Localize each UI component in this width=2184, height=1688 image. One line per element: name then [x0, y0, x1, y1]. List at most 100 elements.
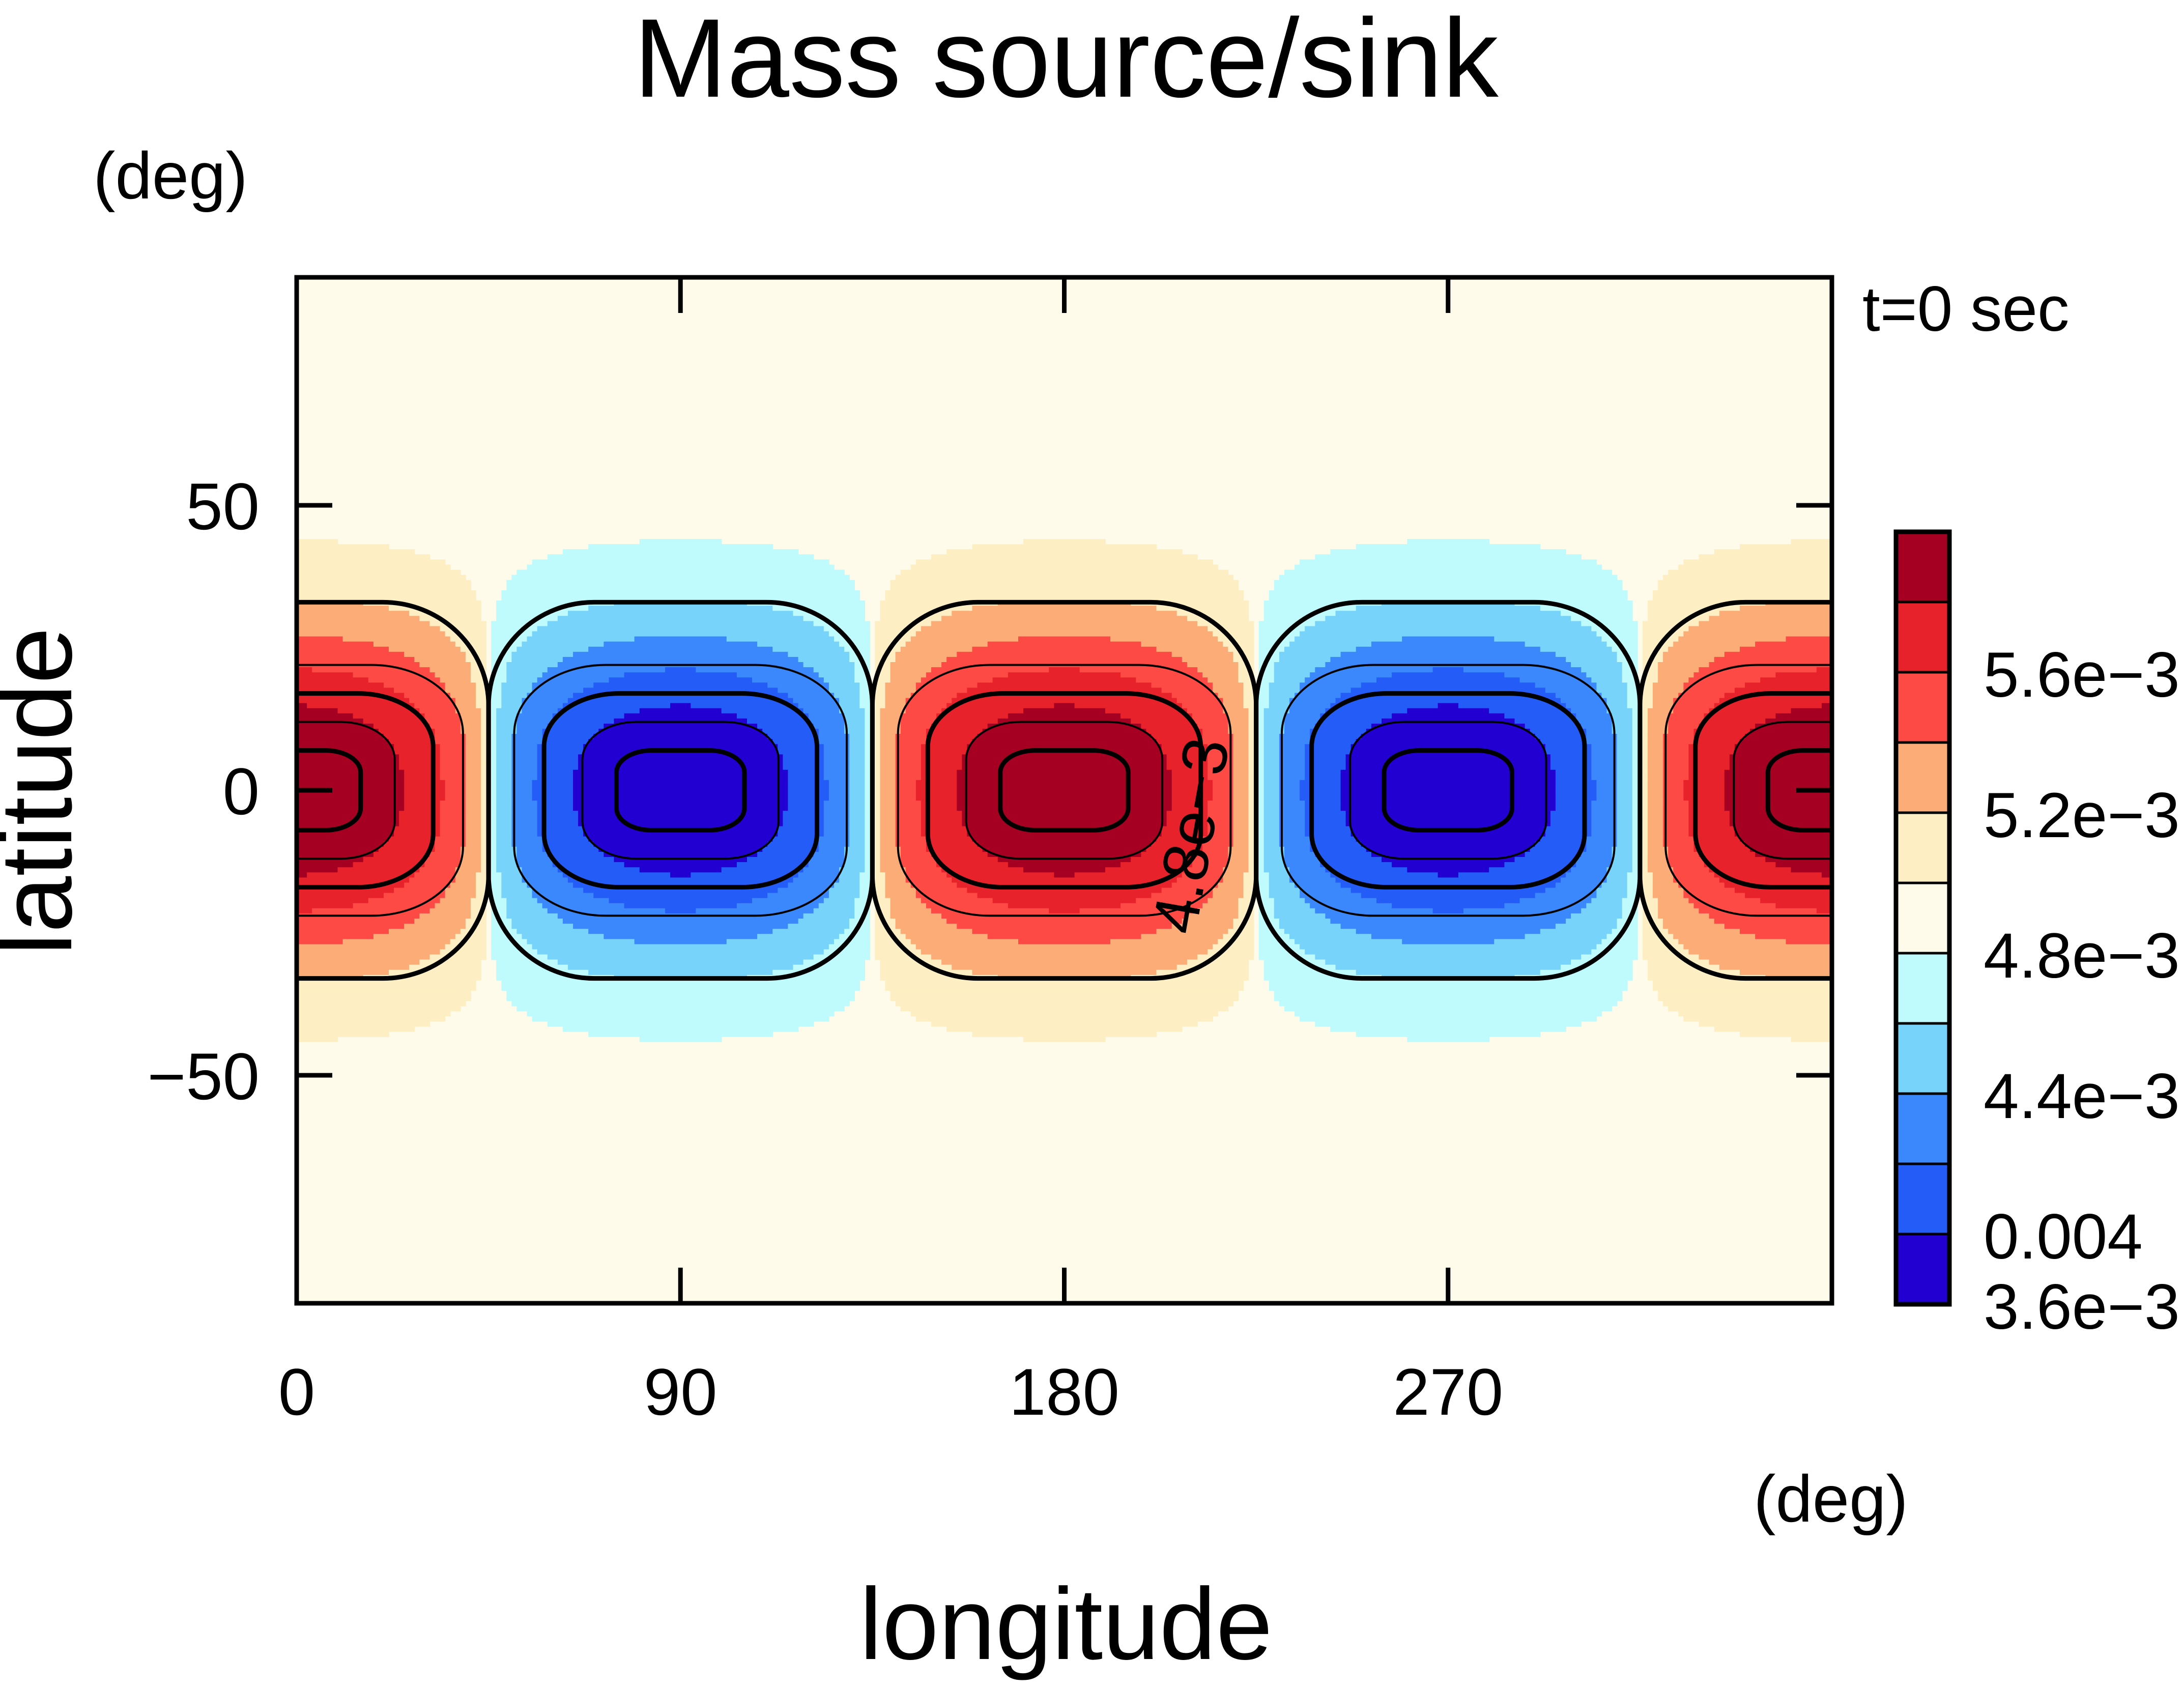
contour-cell [297, 862, 354, 868]
contour-cell [583, 831, 779, 837]
contour-cell [1576, 713, 1613, 719]
contour-cell [828, 893, 860, 899]
contour-cell [1284, 718, 1321, 724]
contour-cell [496, 780, 512, 786]
contour-cell [1350, 831, 1546, 837]
contour-cell [455, 703, 476, 709]
contour-cell [1561, 877, 1607, 883]
contour-cell [634, 636, 727, 642]
contour-cell [501, 980, 860, 986]
contour-cell [1305, 754, 1346, 760]
contour-cell [788, 775, 824, 781]
contour-cell [1724, 924, 1832, 929]
contour-cell [1709, 867, 1792, 873]
contour-cell [1274, 672, 1310, 678]
contour-cell [849, 841, 866, 847]
contour-cell [946, 1026, 1183, 1032]
contour-cell [1187, 913, 1239, 919]
contour-line-high [1637, 599, 1832, 981]
contour-cell [1576, 862, 1613, 868]
contour-cell [875, 785, 881, 791]
contour-cell [399, 764, 441, 770]
contour-cell [880, 775, 896, 781]
contour-cell [1653, 980, 1832, 986]
contour-cell [1760, 677, 1832, 683]
contour-cell [915, 944, 1213, 950]
contour-cell [931, 724, 988, 729]
contour-cell [297, 995, 471, 1002]
contour-cell [429, 667, 471, 673]
contour-cell [962, 759, 1167, 765]
contour-cell [429, 852, 461, 857]
contour-cell [1693, 836, 1740, 842]
contour-cell [297, 903, 354, 909]
contour-cell [1673, 698, 1720, 704]
contour-cell [1208, 949, 1254, 955]
contour-cell [895, 924, 958, 929]
contour-cell [1714, 656, 1832, 663]
contour-cell [1392, 713, 1505, 719]
contour-cell [1571, 959, 1633, 965]
contour-cell [1632, 775, 1638, 781]
contour-cell [972, 739, 1157, 745]
contour-cell [1263, 749, 1280, 755]
contour-cell [465, 744, 481, 750]
contour-cell [670, 703, 692, 709]
contour-cell [1258, 821, 1265, 827]
contour-cell [1176, 611, 1249, 617]
contour-cell [496, 724, 518, 729]
contour-cell [496, 816, 512, 822]
contour-cell [1202, 734, 1234, 739]
contour-cell [1269, 703, 1290, 709]
contour-cell [1791, 867, 1832, 873]
contour-cell [476, 698, 486, 704]
contour-cell [496, 800, 512, 807]
contour-cell [1642, 898, 1658, 904]
contour-cell [491, 846, 497, 852]
contour-cell [1315, 621, 1582, 627]
contour-cell [854, 667, 871, 673]
contour-cell [583, 688, 779, 694]
contour-cell [1663, 734, 1694, 739]
contour-cell [1258, 749, 1265, 755]
colorbar-swatch [1896, 742, 1949, 813]
contour-cell [772, 969, 866, 976]
contour-cell [1161, 744, 1208, 750]
contour-cell [511, 739, 543, 745]
contour-cell [1258, 841, 1265, 847]
contour-cell [875, 718, 881, 724]
contour-cell [890, 898, 922, 904]
contour-cell [1248, 852, 1254, 857]
contour-cell [1208, 831, 1234, 837]
contour-cell [1740, 544, 1832, 550]
contour-cell [921, 826, 968, 832]
contour-cell [1653, 882, 1679, 889]
contour-cell [1258, 759, 1265, 765]
contour-cell [1642, 903, 1658, 909]
contour-cell [1642, 708, 1648, 714]
contour-cell [424, 862, 461, 868]
contour-cell [793, 877, 840, 883]
contour-cell [1274, 990, 1623, 996]
contour-cell [435, 729, 461, 734]
contour-cell [1688, 749, 1735, 755]
contour-cell [1263, 852, 1285, 857]
colorbar-tick-label: 0.004 [1984, 1201, 2143, 1272]
contour-cell [1340, 924, 1556, 929]
contour-cell [1632, 754, 1638, 760]
contour-cell [1699, 954, 1832, 960]
contour-cell [1555, 882, 1602, 889]
contour-cell [532, 688, 584, 694]
contour-cell [552, 862, 625, 868]
contour-cell [496, 867, 523, 873]
contour-cell [1653, 590, 1832, 596]
contour-cell [496, 611, 568, 617]
contour-cell [1382, 857, 1515, 863]
contour-cell [593, 734, 768, 739]
contour-cell [1295, 693, 1341, 699]
contour-cell [1740, 836, 1832, 842]
contour-cell [1279, 785, 1300, 791]
contour-cell [931, 954, 1198, 960]
contour-cell [808, 862, 845, 868]
contour-cell [1248, 800, 1254, 807]
